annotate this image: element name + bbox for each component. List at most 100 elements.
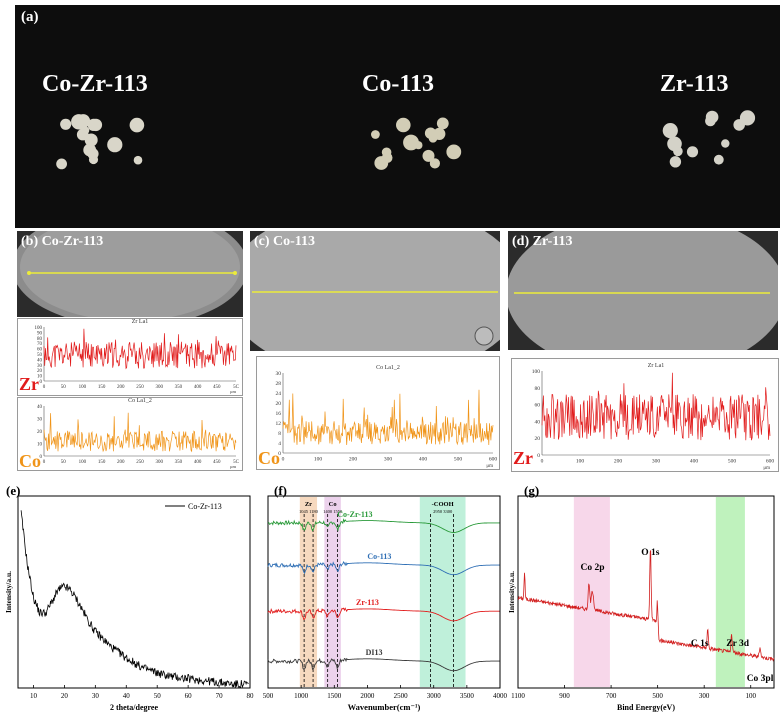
x-tick-label: 0 xyxy=(541,459,544,465)
y-tick-label: 80 xyxy=(37,337,43,342)
y-tick-label: 10 xyxy=(37,443,43,448)
y-tick-label: 24 xyxy=(276,391,282,397)
x-axis-label: 2 theta/degree xyxy=(110,703,159,712)
band-label: Zr xyxy=(305,501,312,508)
x-tick-label: 500 xyxy=(454,457,463,463)
series-co-zr-113 xyxy=(20,510,249,689)
x-tick-label: 500 xyxy=(263,692,274,700)
linescan-signal xyxy=(43,328,237,370)
bead xyxy=(76,128,89,141)
x-tick-label: 100 xyxy=(79,460,87,465)
x-tick-label: 200 xyxy=(117,460,125,465)
y-axis-label: Intensity/a.u. xyxy=(508,571,516,613)
x-tick-label: 2000 xyxy=(360,692,375,700)
panel-a-label: (a) xyxy=(21,9,39,25)
linescan-title: Zr La1 xyxy=(648,363,665,369)
y-tick-label: 60 xyxy=(535,403,541,409)
x-tick-label: 10 xyxy=(30,692,38,700)
bead xyxy=(129,117,145,133)
unit-label: μm xyxy=(230,389,236,394)
y-tick-label: 70 xyxy=(37,342,43,347)
bead xyxy=(705,110,719,124)
x-tick-label: 150 xyxy=(98,385,106,390)
panel-f-label: (f) xyxy=(274,483,287,498)
x-tick-label: 500 xyxy=(728,459,737,465)
x-tick-label: 300 xyxy=(652,459,661,465)
sem-image-c: (c) Co-113 xyxy=(250,231,500,351)
unit-label: μm xyxy=(230,464,236,469)
band-peaks-label: 1045 1180 xyxy=(299,509,319,514)
sem-image-b: (b) Co-Zr-113 xyxy=(17,231,243,317)
y-tick-label: 40 xyxy=(37,405,43,410)
sample-label-co: Co-113 xyxy=(362,71,434,97)
x-tick-label: 100 xyxy=(745,692,756,700)
x-tick-label: 200 xyxy=(614,459,623,465)
sem-image-d: (d) Zr-113 xyxy=(508,231,778,350)
x-tick-label: 400 xyxy=(194,460,202,465)
plot-frame xyxy=(517,495,775,689)
x-tick-label: 5C xyxy=(233,385,240,390)
y-tick-label: 20 xyxy=(535,436,541,442)
x-tick-label: 100 xyxy=(314,457,323,463)
bead xyxy=(733,119,745,131)
x-tick-label: 0 xyxy=(282,457,285,463)
x-tick-label: 100 xyxy=(79,385,87,390)
bead xyxy=(76,114,91,128)
y-tick-label: 0 xyxy=(40,380,43,385)
sample-label-zr: Zr-113 xyxy=(660,71,729,97)
highlight-band xyxy=(419,497,466,687)
y-tick-label: 16 xyxy=(276,411,282,417)
x-tick-label: 300 xyxy=(155,460,163,465)
y-tick-label: 10 xyxy=(37,375,43,380)
highlight-band xyxy=(324,497,341,687)
x-tick-label: 70 xyxy=(216,692,224,700)
peak-label: Co 2p xyxy=(580,563,604,573)
series-co-113 xyxy=(267,560,500,576)
bead xyxy=(429,158,440,169)
series-xps-survey xyxy=(517,550,775,662)
y-tick-label: 30 xyxy=(37,364,43,369)
y-tick-label: 60 xyxy=(37,348,43,353)
peak-label: C 1s xyxy=(691,639,709,649)
bead-photo xyxy=(56,110,756,170)
beads-co-zr xyxy=(56,114,145,170)
series-label: DI13 xyxy=(366,648,383,657)
linescan-b-co: Co La1_2 0 10 20 30 40 0 50 100 150 200 250 300 350 40… xyxy=(17,397,243,471)
linescan-title: Zr La1 xyxy=(132,319,149,325)
y-tick-label: 0 xyxy=(537,453,540,459)
x-tick-label: 450 xyxy=(213,385,221,390)
x-tick-label: 50 xyxy=(154,692,162,700)
x-tick-label: 3000 xyxy=(427,692,442,700)
panel-a-photo: (a) Co-Zr-113 Co-113 Zr-113 xyxy=(15,5,780,228)
linescan-title: Co La1_2 xyxy=(128,398,152,404)
band-label: Co xyxy=(329,501,337,508)
linescan-title: Co La1_2 xyxy=(376,365,400,371)
peak-label: Co 3pl xyxy=(747,674,774,684)
x-tick-label: 3500 xyxy=(460,692,475,700)
sample-label-co-zr: Co-Zr-113 xyxy=(42,71,148,97)
element-label-b-co: Co xyxy=(19,451,41,471)
bead xyxy=(403,134,419,151)
element-label-b-zr: Zr xyxy=(19,374,39,394)
y-tick-label: 20 xyxy=(37,430,43,435)
x-tick-label: 1500 xyxy=(327,692,342,700)
y-tick-label: 90 xyxy=(37,331,43,336)
panel-b-label: (b) Co-Zr-113 xyxy=(21,234,104,249)
x-tick-label: 50 xyxy=(61,385,66,390)
bead xyxy=(686,146,699,158)
x-tick-label: 300 xyxy=(155,385,163,390)
x-axis-label: Wavenumber(cm⁻¹) xyxy=(348,702,421,712)
x-tick-label: 4000 xyxy=(493,692,508,700)
chart-e-xrd: (e) 10 20 30 40 50 60 70 80 2 theta/degree Intensi… xyxy=(4,483,254,712)
element-label-d-zr: Zr xyxy=(513,448,533,468)
x-tick-label: 0 xyxy=(43,385,46,390)
x-tick-label: 250 xyxy=(136,385,144,390)
x-tick-label: 1000 xyxy=(294,692,309,700)
bead xyxy=(664,127,674,137)
x-tick-label: 1100 xyxy=(511,692,525,700)
band-label: -COOH xyxy=(432,501,454,508)
y-tick-label: 4 xyxy=(278,441,281,447)
y-tick-label: 50 xyxy=(37,353,43,358)
linescan-c-co: Co La1_2 0 4 8 12 16 20 24 28 30 0 100 200 300 400 500 6… xyxy=(256,356,500,470)
series-label: Co-113 xyxy=(367,552,391,561)
